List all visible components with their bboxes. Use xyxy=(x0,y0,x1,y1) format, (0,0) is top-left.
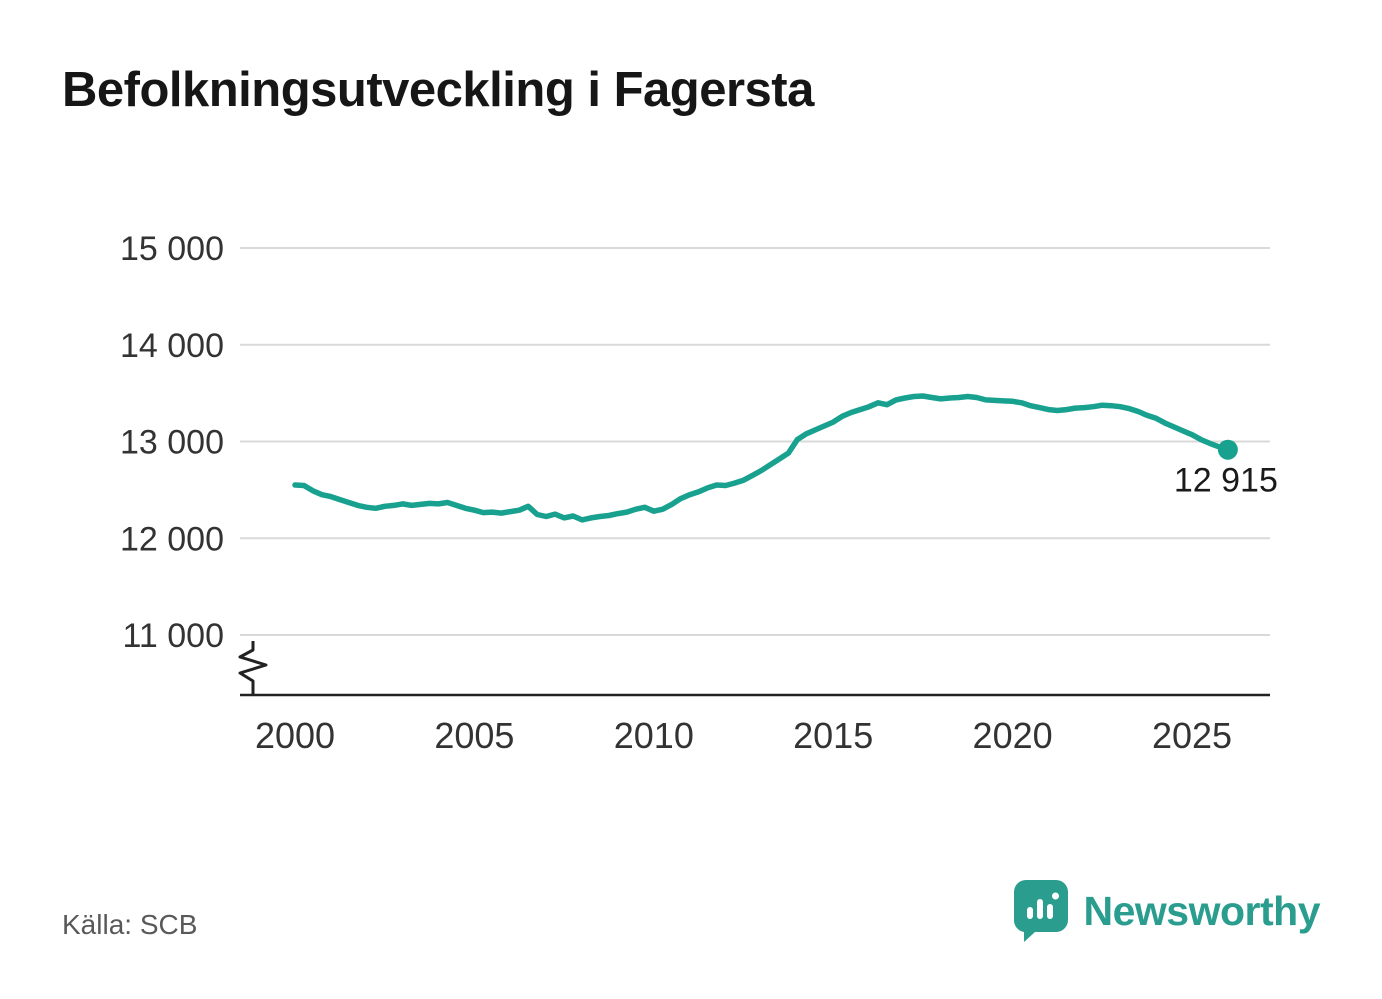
x-tick-label: 2010 xyxy=(614,715,694,756)
source-label: Källa: SCB xyxy=(62,909,198,940)
brand-name: Newsworthy xyxy=(1083,887,1321,934)
y-tick-label: 13 000 xyxy=(120,424,224,462)
x-tick-label: 2015 xyxy=(793,715,873,756)
end-value-label: 12 915 xyxy=(1174,462,1278,500)
population-line xyxy=(292,393,1231,523)
end-point-marker xyxy=(1217,439,1238,460)
y-tick-label: 11 000 xyxy=(123,617,224,655)
y-tick-label: 12 000 xyxy=(120,520,224,558)
y-tick-label: 15 000 xyxy=(120,230,224,268)
chart-title: Befolkningsutveckling i Fagersta xyxy=(62,63,814,117)
newsworthy-logo: Newsworthy xyxy=(1013,879,1321,943)
x-tick-label: 2000 xyxy=(255,715,335,756)
axis-break-icon xyxy=(238,641,268,695)
x-tick-label: 2005 xyxy=(434,715,514,756)
x-tick-label: 2025 xyxy=(1152,715,1232,756)
x-tick-label: 2020 xyxy=(973,715,1053,756)
y-tick-label: 14 000 xyxy=(120,327,224,365)
newsworthy-icon xyxy=(1013,880,1068,942)
